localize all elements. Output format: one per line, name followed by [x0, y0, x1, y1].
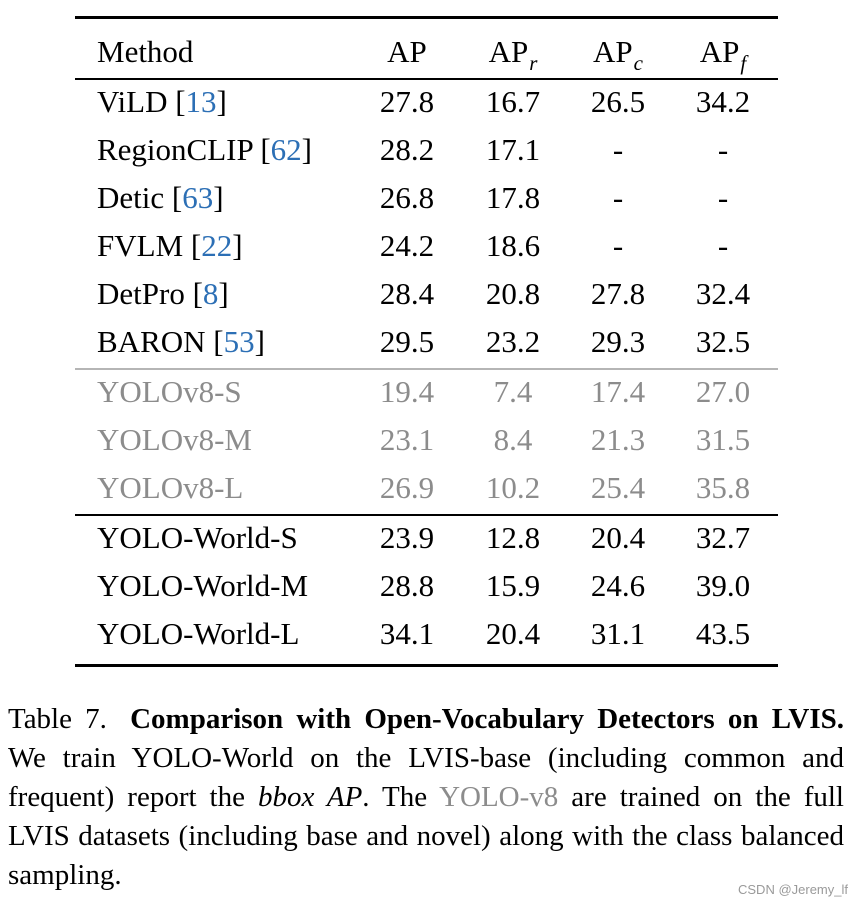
table-row: Detic [63] 26.8 17.8 - - [75, 174, 778, 222]
method-cell: ViLD [13] [97, 84, 227, 119]
citation-link[interactable]: 63 [182, 180, 214, 215]
table-row: YOLOv8-M 23.1 8.4 21.3 31.5 [75, 416, 778, 464]
ap-r-cell: 8.4 [493, 422, 533, 457]
table-row: RegionCLIP [62] 28.2 17.1 - - [75, 126, 778, 174]
ap-c-cell: 31.1 [590, 616, 646, 651]
citation-link[interactable]: 8 [202, 276, 219, 311]
ap-f-cell: 35.8 [695, 470, 751, 505]
table-row: YOLOv8-S 19.4 7.4 17.4 27.0 [75, 368, 778, 416]
ap-c-cell: 29.3 [590, 324, 646, 359]
caption-text: We train YOLO-World on the LVIS-base (in… [8, 742, 844, 813]
table-row: YOLO-World-S 23.9 12.8 20.4 32.7 [75, 514, 778, 562]
ap-c-cell: 27.8 [590, 276, 646, 311]
ap-r-cell: 15.9 [485, 568, 541, 603]
group-divider [75, 514, 778, 516]
caption-label: Table 7. [8, 703, 107, 735]
ap-cell: 27.8 [379, 84, 435, 119]
ap-r-cell: 12.8 [485, 520, 541, 555]
method-cell: YOLO-World-L [97, 616, 300, 651]
citation-link[interactable]: 62 [270, 132, 302, 167]
caption-title: Comparison with Open-Vocabulary Detector… [130, 703, 844, 735]
table-row: DetPro [8] 28.4 20.8 27.8 32.4 [75, 270, 778, 318]
method-cell: YOLO-World-S [97, 520, 298, 555]
ap-r-cell: 17.1 [485, 132, 541, 167]
ap-cell: 19.4 [379, 374, 435, 409]
ap-f-cell: - [717, 180, 729, 215]
top-rule [75, 16, 778, 19]
table-row: ViLD [13] 27.8 16.7 26.5 34.2 [75, 78, 778, 126]
ap-f-cell: 32.7 [695, 520, 751, 555]
ap-cell: 26.8 [379, 180, 435, 215]
header-ap-f: APf [699, 34, 747, 75]
ap-c-cell: - [612, 228, 624, 263]
table-row: YOLO-World-M 28.8 15.9 24.6 39.0 [75, 562, 778, 610]
header-ap: AP [387, 34, 427, 69]
method-cell: FVLM [22] [97, 228, 243, 263]
ap-r-cell: 17.8 [485, 180, 541, 215]
ap-f-cell: 34.2 [695, 84, 751, 119]
ap-c-cell: 25.4 [590, 470, 646, 505]
ap-r-cell: 16.7 [485, 84, 541, 119]
citation-link[interactable]: 53 [223, 324, 255, 359]
table-caption: Table 7. Comparison with Open-Vocabulary… [8, 700, 844, 895]
ap-cell: 28.8 [379, 568, 435, 603]
caption-text: . The [362, 781, 440, 813]
ap-r-cell: 10.2 [485, 470, 541, 505]
table-row: YOLO-World-L 34.1 20.4 31.1 43.5 [75, 610, 778, 658]
ap-cell: 34.1 [379, 616, 435, 651]
ap-f-cell: - [717, 228, 729, 263]
ap-cell: 23.1 [379, 422, 435, 457]
ap-r-cell: 20.4 [485, 616, 541, 651]
header-method: Method [97, 34, 194, 69]
ap-r-cell: 7.4 [493, 374, 533, 409]
method-cell: DetPro [8] [97, 276, 229, 311]
ap-c-cell: 26.5 [590, 84, 646, 119]
table-row: BARON [53] 29.5 23.2 29.3 32.5 [75, 318, 778, 366]
ap-r-cell: 18.6 [485, 228, 541, 263]
header-rule [75, 78, 778, 80]
method-cell: YOLOv8-L [97, 470, 244, 505]
ap-f-cell: 32.4 [695, 276, 751, 311]
method-cell: BARON [53] [97, 324, 265, 359]
ap-f-cell: 27.0 [695, 374, 751, 409]
ap-c-cell: 20.4 [590, 520, 646, 555]
ap-c-cell: 21.3 [590, 422, 646, 457]
header-row: Method AP APr APc APf [75, 28, 778, 76]
citation-link[interactable]: 22 [201, 228, 233, 263]
ap-r-cell: 23.2 [485, 324, 541, 359]
ap-cell: 24.2 [379, 228, 435, 263]
header-ap-c: APc [593, 34, 643, 75]
citation-link[interactable]: 13 [185, 84, 217, 119]
method-cell: YOLO-World-M [97, 568, 309, 603]
method-cell: RegionCLIP [62] [97, 132, 312, 167]
table-row: YOLOv8-L 26.9 10.2 25.4 35.8 [75, 464, 778, 512]
method-cell: Detic [63] [97, 180, 224, 215]
ap-cell: 29.5 [379, 324, 435, 359]
caption-italic: bbox AP [258, 781, 363, 813]
method-cell: YOLOv8-M [97, 422, 252, 457]
bottom-rule [75, 664, 778, 667]
method-cell: YOLOv8-S [97, 374, 242, 409]
table-row: FVLM [22] 24.2 18.6 - - [75, 222, 778, 270]
ap-cell: 23.9 [379, 520, 435, 555]
group-divider [75, 368, 778, 370]
ap-f-cell: 31.5 [695, 422, 751, 457]
watermark: CSDN @Jeremy_lf [738, 882, 848, 897]
ap-c-cell: 17.4 [590, 374, 646, 409]
ap-f-cell: - [717, 132, 729, 167]
ap-c-cell: - [612, 132, 624, 167]
ap-cell: 28.4 [379, 276, 435, 311]
ap-c-cell: 24.6 [590, 568, 646, 603]
ap-c-cell: - [612, 180, 624, 215]
ap-f-cell: 39.0 [695, 568, 751, 603]
ap-f-cell: 32.5 [695, 324, 751, 359]
header-ap-r: APr [488, 34, 538, 75]
ap-cell: 28.2 [379, 132, 435, 167]
caption-text: are trained on the full LVIS datasets (i… [8, 781, 844, 891]
ap-r-cell: 20.8 [485, 276, 541, 311]
ap-cell: 26.9 [379, 470, 435, 505]
ap-f-cell: 43.5 [695, 616, 751, 651]
caption-highlight: YOLO-v8 [439, 781, 559, 813]
